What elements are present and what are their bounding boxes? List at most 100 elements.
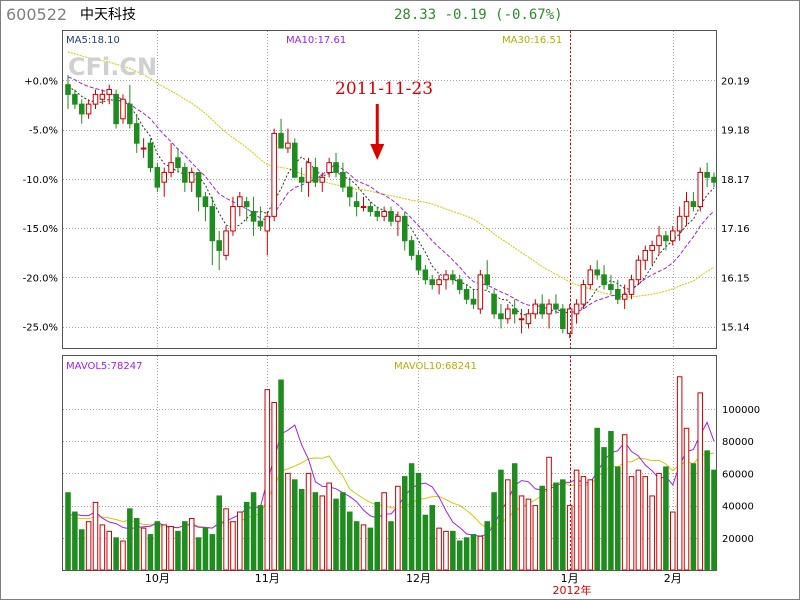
volume-bar (546, 456, 552, 571)
candle-body (133, 123, 140, 144)
candle (292, 138, 298, 178)
volume-tick-label: 80000 (722, 437, 754, 448)
candle (92, 89, 99, 110)
candle (285, 128, 291, 153)
volume-bar (381, 492, 387, 571)
volume-bar (511, 463, 518, 571)
candle (72, 89, 78, 110)
x-tick-label: 1月 (561, 572, 579, 585)
candle-body (573, 303, 580, 315)
candle (429, 274, 436, 290)
candle-body (106, 89, 113, 95)
candle-body (422, 269, 429, 281)
volume-bar (374, 501, 381, 571)
candle-body (608, 284, 614, 290)
volume-bar (635, 469, 642, 571)
x-tick-label: 11月 (255, 572, 280, 585)
candle (697, 167, 704, 212)
candle (450, 269, 456, 285)
right-tick-label: 15.14 (721, 323, 750, 334)
volume-bar (346, 511, 353, 571)
candle-body (285, 142, 291, 149)
volume-tick-label: 60000 (722, 469, 754, 480)
candle (243, 196, 250, 222)
candle (566, 304, 573, 339)
candle-body (381, 210, 387, 217)
volume-bar (113, 537, 119, 571)
candle-body (669, 230, 676, 242)
candle (484, 260, 490, 290)
right-tick-label: 17.16 (721, 224, 750, 235)
volume-bar (72, 511, 78, 571)
volume-bar (312, 492, 319, 571)
volume-bar (264, 389, 271, 571)
candle (690, 191, 697, 212)
volume-bar (608, 431, 614, 571)
candle (250, 196, 257, 236)
candle-body (78, 103, 85, 115)
candle (374, 206, 381, 222)
volume-bar (415, 472, 422, 571)
volume-bar (498, 469, 504, 571)
candle (216, 230, 222, 270)
candle-body (518, 318, 525, 321)
volume-bar (127, 508, 133, 571)
price-quote: 28.33 -0.19 (-0.67%) (394, 7, 563, 23)
volume-bar (615, 466, 621, 571)
stock-code: 600522 (6, 5, 68, 24)
candle-body (456, 279, 463, 290)
candle-body (360, 206, 367, 209)
candle-body (388, 210, 394, 222)
candle-body (312, 167, 319, 183)
candle (518, 308, 525, 334)
right-axis-ticks: 20.19 19.18 18.17 17.16 16.15 15.14 (721, 76, 750, 333)
candle-body (195, 171, 202, 198)
candle (560, 304, 566, 334)
volume-bar (223, 508, 229, 571)
candle (477, 269, 484, 314)
volume-bar (704, 450, 710, 571)
candle-body (525, 313, 532, 325)
candle (78, 99, 85, 124)
candle-body (209, 206, 216, 242)
candle-body (188, 171, 195, 183)
candle-body (374, 210, 381, 217)
candle-body (649, 245, 655, 251)
candle (656, 226, 662, 256)
candle (608, 274, 614, 295)
volume-bar (298, 488, 305, 571)
volume-bar (470, 534, 477, 571)
candle (271, 128, 277, 222)
volume-bar (147, 534, 154, 571)
candle (381, 206, 387, 222)
candle-body (566, 308, 573, 334)
volume-bar (697, 392, 704, 571)
candle-body (676, 215, 683, 232)
candle (443, 269, 449, 290)
candle (312, 157, 319, 188)
volume-bar (182, 521, 188, 571)
candle (621, 284, 628, 309)
volume-bar (463, 537, 470, 571)
candle-body (539, 303, 545, 315)
volume-bar (85, 521, 92, 571)
legend-ma30: MA30:16.51 (502, 35, 562, 46)
volume-bar (518, 495, 525, 571)
candle-body (154, 167, 161, 188)
candle (463, 284, 470, 305)
candle-body (147, 142, 154, 169)
candle (99, 89, 106, 105)
candle-body (292, 142, 298, 178)
volume-bar (505, 479, 511, 571)
candle (154, 162, 161, 192)
candle-body (498, 313, 504, 320)
candle (539, 294, 545, 319)
candle-body (656, 235, 662, 247)
candle (415, 250, 422, 275)
volume-bar (491, 492, 497, 571)
candle-body (257, 220, 264, 227)
candle-body (298, 176, 305, 183)
volume-bar (340, 492, 346, 571)
volume-bar (553, 482, 559, 571)
